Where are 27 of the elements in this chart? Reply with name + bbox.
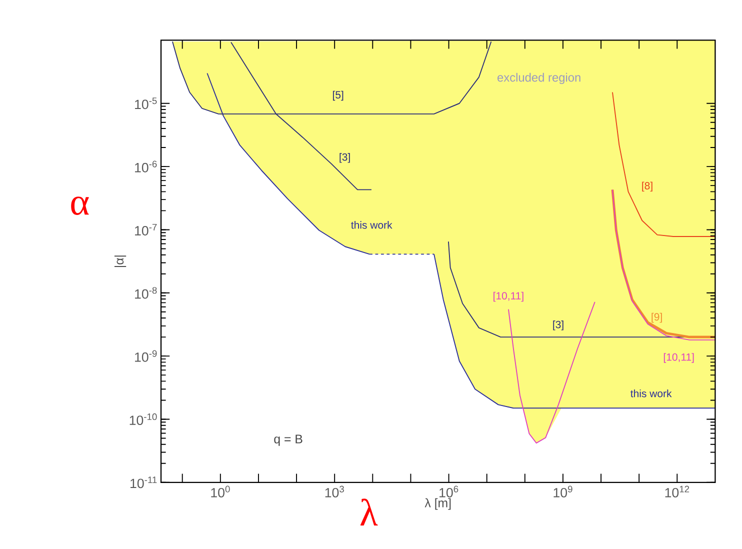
y-tick-label: 10$^{-7}$ (135, 224, 157, 236)
text: λ (360, 498, 378, 526)
series-label: [9] (652, 312, 662, 322)
y-tick-label: 10$^{-8}$ (135, 286, 157, 299)
series-label: this work (630, 389, 672, 398)
y-tick-label: 10$^{-6}$ (135, 160, 157, 172)
y-axis-title: |α| (114, 255, 126, 267)
y-tick-label: 10$^{-10}$ (130, 413, 157, 425)
text: α (71, 196, 89, 215)
series-label: [8] (642, 182, 652, 192)
x-tick-label: 10$^{0}$ (211, 486, 230, 498)
y-tick-label: 10$^{-9}$ (135, 350, 157, 362)
x-tick-label: 10$^{6}$ (440, 486, 458, 498)
annotation: excluded region (498, 72, 580, 84)
y-tick-label: 10$^{-5}$ (135, 97, 157, 109)
series-label: [10,11] (664, 352, 694, 363)
series-label: this work (351, 220, 392, 229)
x-tick-label: 10$^{3}$ (325, 486, 344, 498)
x-axis-title: λ [m] (424, 498, 451, 510)
series-label: [10,11] (494, 292, 524, 302)
y-tick-label: 10$^{-11}$ (130, 476, 157, 488)
series-label: [5] (332, 90, 344, 100)
x-tick-label: 10$^{12}$ (665, 486, 690, 498)
x-tick-label: 10$^{9}$ (554, 486, 572, 498)
series-label: [3] (340, 152, 350, 163)
annotation: q = B (274, 434, 302, 446)
series-label: [3] (553, 320, 564, 330)
